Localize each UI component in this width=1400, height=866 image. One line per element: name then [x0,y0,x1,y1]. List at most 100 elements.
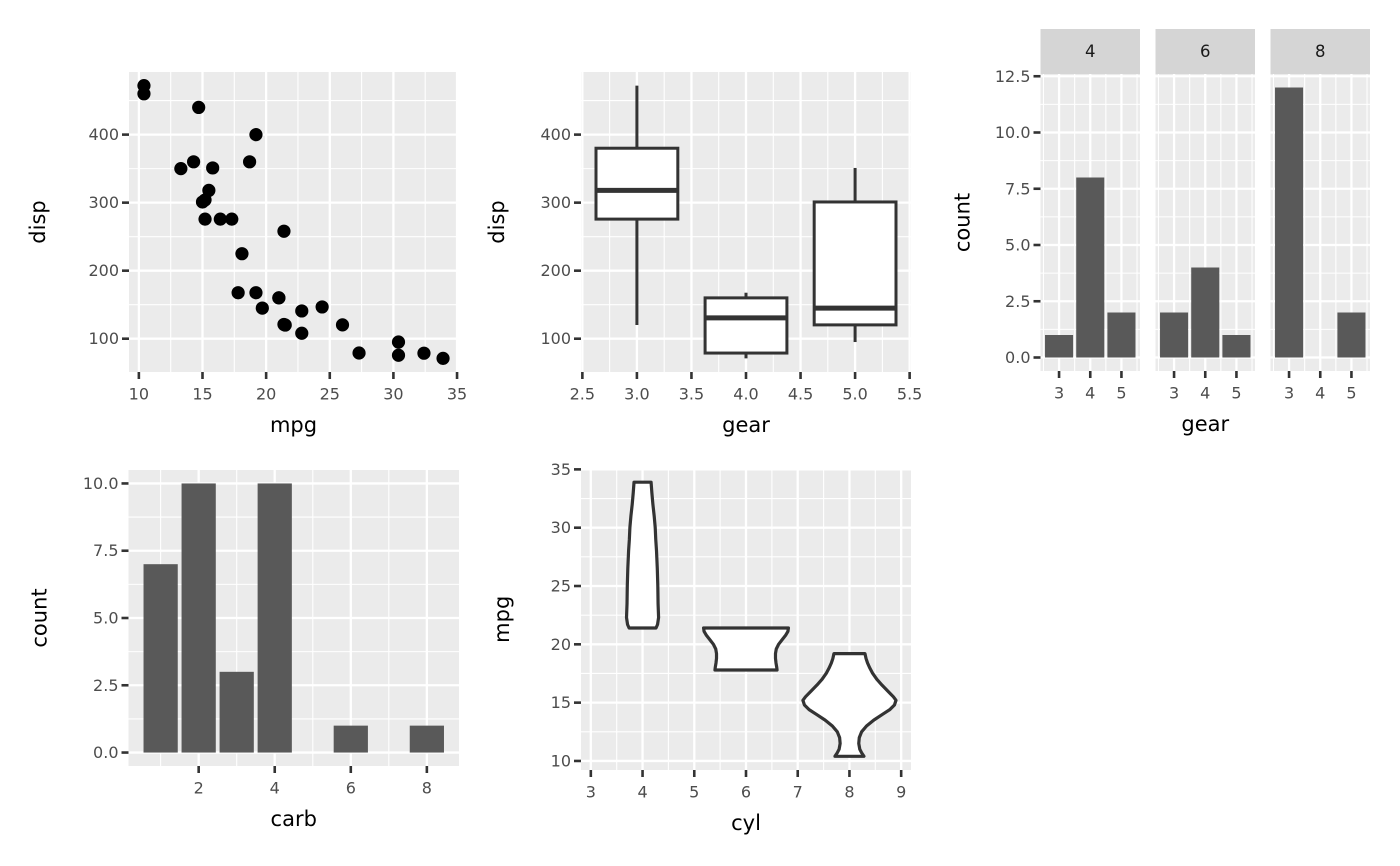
boxplot-box [594,146,680,221]
scatter-point [213,212,227,226]
y-axis-title: disp [26,200,50,243]
facet-panel: 8 3 4 5 [1270,29,1370,403]
y-tick-label: 5.0 [1005,236,1030,255]
bar [1191,267,1220,358]
scatter-point [231,286,245,300]
x-tick-label: 3.5 [679,385,704,404]
scatter-point [391,335,406,349]
x-tick-label: 4 [270,779,280,798]
scatter-point [242,155,257,169]
x-tick-label: 5 [1116,384,1126,403]
x-tick-label: 15 [192,385,212,404]
scatter-point [335,318,350,332]
y-tick-label: 10.0 [995,123,1031,142]
y-tick-label: 10 [551,751,571,770]
scatter-point [195,195,210,209]
y-tick-label: 400 [88,125,119,144]
scatter-point [295,326,309,340]
scatter-point [225,212,239,226]
y-axis-title: count [951,193,975,252]
scatter-point [255,301,269,315]
facet-panel: 6 3 4 5 [1155,29,1255,403]
scatter-point [249,286,263,300]
x-axis-title: gear [1181,412,1229,436]
scatter-point [277,224,291,238]
bar [333,725,368,753]
x-tick-label: 4 [637,783,647,802]
chart-scatter-disp-mpg: 10 15 20 25 30 35 100 200 300 400 mpg disp [26,72,467,437]
y-tick-label: 35 [551,460,571,479]
y-tick-label: 300 [540,193,571,212]
y-tick-label: 20 [551,635,571,654]
x-tick-label: 4.0 [733,385,758,404]
x-tick-label: 7 [793,783,803,802]
bar [257,483,292,753]
chart-boxplot-disp-gear: 2.5 3.0 3.5 4.0 4.5 5.0 5.5 100 200 300 400 gear dis… [485,72,922,437]
x-tick-label: 5 [1346,384,1356,403]
facet-strip-label: 8 [1315,42,1326,61]
scatter-point [417,346,431,360]
x-tick-label: 3 [1169,384,1179,403]
x-tick-label: 3 [1284,384,1294,403]
x-tick-label: 8 [422,779,432,798]
x-tick-label: 5 [1231,384,1241,403]
x-tick-label: 6 [741,783,751,802]
bar [1337,312,1366,358]
scatter-point [352,346,366,360]
scatter-point [277,317,291,332]
scatter-point [315,300,329,314]
boxplot-box [812,200,898,327]
scatter-point [174,162,188,176]
x-tick-label: 8 [844,783,854,802]
y-tick-label: 300 [88,193,119,212]
y-tick-label: 10.0 [83,474,119,493]
x-tick-label: 4.5 [788,385,813,404]
bar [1045,335,1074,358]
x-tick-label: 4 [1200,384,1210,403]
x-axis-title: mpg [270,413,317,437]
x-tick-label: 20 [256,385,276,404]
x-tick-label: 6 [346,779,356,798]
scatter-point [249,128,263,142]
scatter-point [192,100,206,115]
facet-panel: 4 3 4 5 0.0 2.5 5.0 7.5 10.0 12.5 [995,29,1140,403]
boxplot-box [703,296,789,355]
scatter-point [436,351,450,365]
y-tick-label: 25 [551,577,571,596]
facet-strip-label: 6 [1200,42,1211,61]
bar [1076,177,1105,358]
x-tick-label: 35 [447,385,467,404]
y-tick-label: 15 [551,693,571,712]
x-tick-label: 3 [586,783,596,802]
bar [1222,335,1251,358]
bar [219,671,254,753]
y-tick-label: 200 [540,261,571,280]
chart-bar-carb: 2 4 6 8 0.0 2.5 5.0 7.5 10.0 carb count [28,470,459,831]
x-tick-label: 4 [1315,384,1325,403]
scatter-point [206,161,220,175]
y-axis-title: mpg [490,596,514,643]
violin-shape [624,480,661,630]
x-tick-label: 5.5 [897,385,922,404]
x-axis-title: cyl [731,811,761,835]
x-tick-label: 10 [129,385,149,404]
y-tick-label: 100 [540,329,571,348]
scatter-point [272,291,286,305]
y-tick-label: 0.0 [93,743,118,762]
facet-strip-label: 4 [1085,42,1096,61]
x-axis-title: carb [271,807,317,831]
y-tick-label: 5.0 [93,609,118,628]
scatter-point [235,247,249,261]
x-tick-label: 30 [383,385,403,404]
y-tick-label: 30 [551,518,571,537]
y-tick-label: 7.5 [1005,179,1030,198]
x-tick-label: 4 [1085,384,1095,403]
bar [1107,312,1136,358]
scatter-point [186,155,201,169]
facet-strip [1155,29,1255,74]
x-tick-label: 3 [1054,384,1064,403]
scatter-point [391,348,406,362]
violin-shape [701,626,791,672]
bar [1160,312,1189,358]
